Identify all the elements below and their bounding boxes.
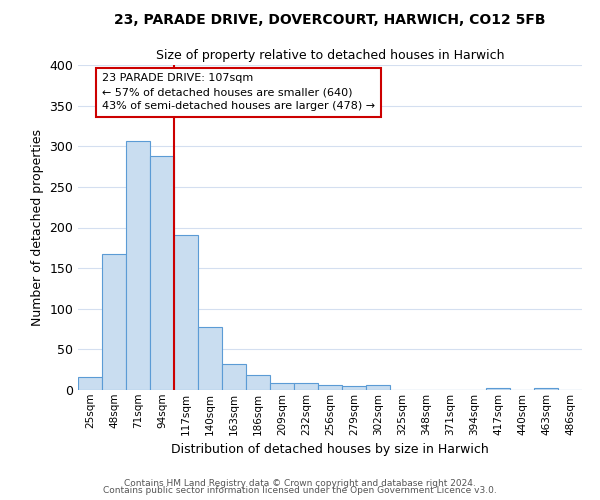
Text: 23 PARADE DRIVE: 107sqm
← 57% of detached houses are smaller (640)
43% of semi-d: 23 PARADE DRIVE: 107sqm ← 57% of detache…	[102, 73, 375, 111]
Bar	[174, 235, 198, 390]
Text: Contains public sector information licensed under the Open Government Licence v3: Contains public sector information licen…	[103, 486, 497, 495]
Bar	[246, 374, 270, 390]
Bar	[486, 388, 510, 390]
Bar	[78, 377, 102, 390]
Text: Contains HM Land Registry data © Crown copyright and database right 2024.: Contains HM Land Registry data © Crown c…	[124, 478, 476, 488]
Bar	[534, 388, 558, 390]
Bar	[126, 142, 150, 390]
Title: Size of property relative to detached houses in Harwich: Size of property relative to detached ho…	[156, 50, 504, 62]
Bar	[294, 382, 318, 390]
X-axis label: Distribution of detached houses by size in Harwich: Distribution of detached houses by size …	[171, 443, 489, 456]
Bar	[198, 326, 222, 390]
Bar	[366, 385, 390, 390]
Bar	[222, 364, 246, 390]
Bar	[342, 386, 366, 390]
Bar	[270, 382, 294, 390]
Bar	[102, 254, 126, 390]
Bar	[318, 385, 342, 390]
Y-axis label: Number of detached properties: Number of detached properties	[31, 129, 44, 326]
Text: 23, PARADE DRIVE, DOVERCOURT, HARWICH, CO12 5FB: 23, PARADE DRIVE, DOVERCOURT, HARWICH, C…	[114, 14, 546, 28]
Bar	[150, 156, 174, 390]
